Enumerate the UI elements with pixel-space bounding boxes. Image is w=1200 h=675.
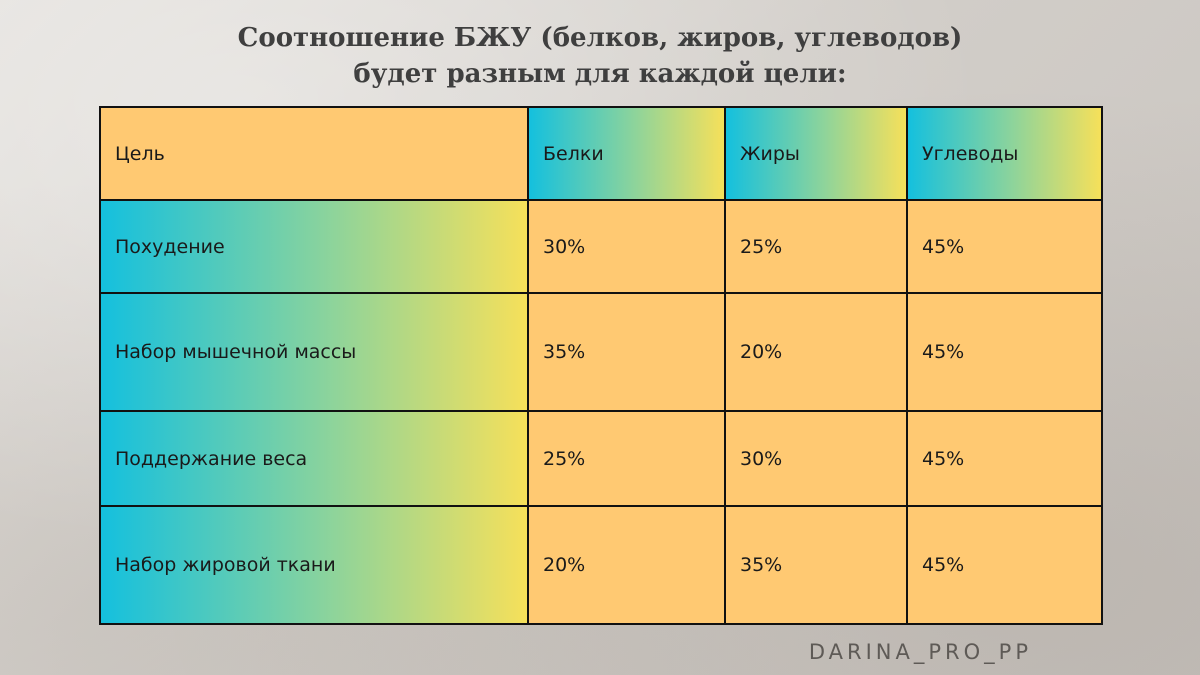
goal-cell: Набор жировой ткани <box>99 505 529 625</box>
table-row: Поддержание веса 25% 30% 45% <box>99 410 1103 507</box>
page-title: Соотношение БЖУ (белков, жиров, углеводо… <box>0 20 1200 92</box>
header-proteins: Белки <box>527 106 726 201</box>
table-header-row: Цель Белки Жиры Углеводы <box>99 106 1103 201</box>
proteins-cell: 30% <box>527 199 726 294</box>
table-row: Набор мышечной массы 35% 20% 45% <box>99 292 1103 412</box>
author-watermark: DARINA_PRO_PP <box>808 640 1032 664</box>
fats-cell: 30% <box>724 410 908 507</box>
proteins-cell: 20% <box>527 505 726 625</box>
carbs-cell: 45% <box>906 410 1103 507</box>
header-fats: Жиры <box>724 106 908 201</box>
table-row: Похудение 30% 25% 45% <box>99 199 1103 294</box>
macros-table: Цель Белки Жиры Углеводы Похудение 30% 2… <box>99 106 1103 625</box>
fats-cell: 35% <box>724 505 908 625</box>
title-line-2: будет разным для каждой цели: <box>353 59 847 89</box>
carbs-cell: 45% <box>906 505 1103 625</box>
header-carbs: Углеводы <box>906 106 1103 201</box>
table-row: Набор жировой ткани 20% 35% 45% <box>99 505 1103 625</box>
proteins-cell: 25% <box>527 410 726 507</box>
proteins-cell: 35% <box>527 292 726 412</box>
title-line-1: Соотношение БЖУ (белков, жиров, углеводо… <box>237 23 963 53</box>
goal-cell: Поддержание веса <box>99 410 529 507</box>
carbs-cell: 45% <box>906 199 1103 294</box>
fats-cell: 25% <box>724 199 908 294</box>
fats-cell: 20% <box>724 292 908 412</box>
goal-cell: Похудение <box>99 199 529 294</box>
goal-cell: Набор мышечной массы <box>99 292 529 412</box>
header-goal: Цель <box>99 106 529 201</box>
carbs-cell: 45% <box>906 292 1103 412</box>
